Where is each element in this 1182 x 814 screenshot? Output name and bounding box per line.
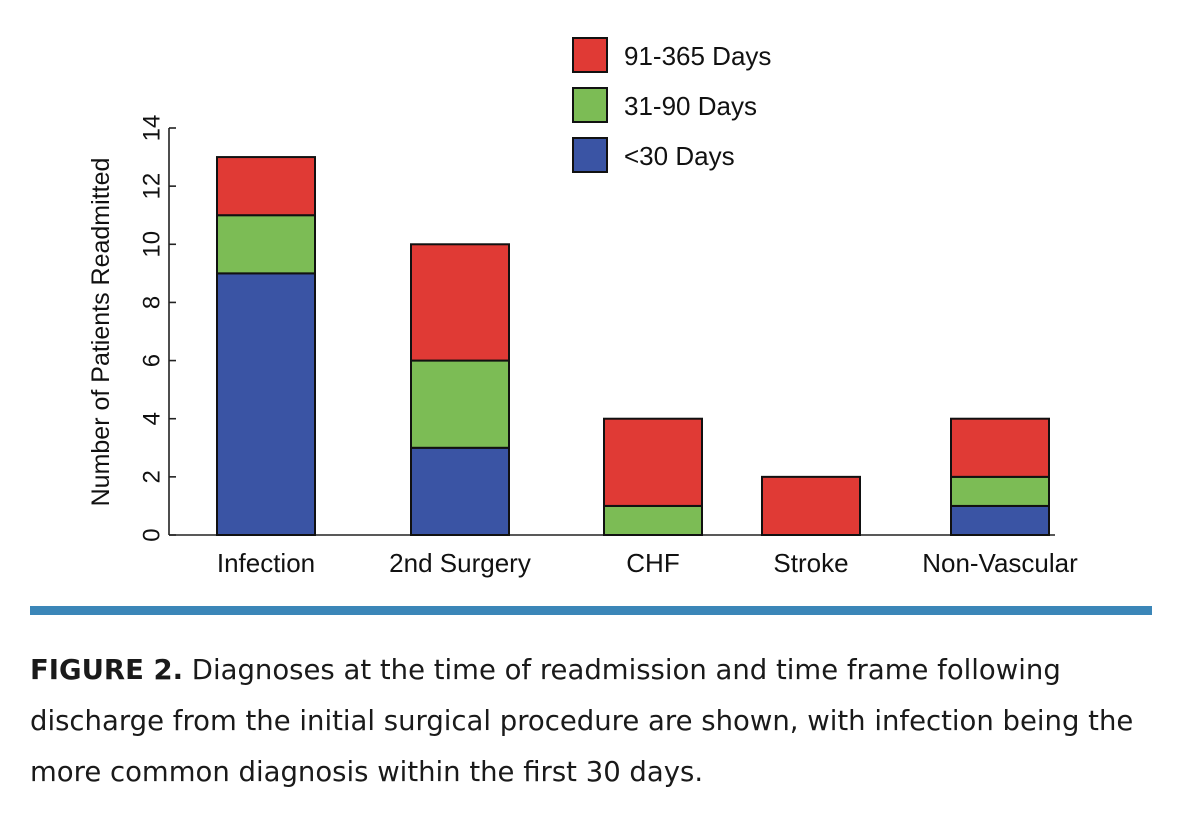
bar-segment-2nd-surgery [410, 446, 510, 536]
x-tick-label: Infection [217, 548, 315, 578]
y-tick-label: 8 [139, 296, 166, 309]
legend-swatch [572, 137, 608, 173]
bar-segment-infection [216, 214, 316, 275]
y-tick-label: 0 [139, 528, 166, 541]
bar-segment-chf [603, 504, 703, 536]
caption-text: Diagnoses at the time of readmission and… [30, 654, 1134, 788]
legend-swatch [572, 37, 608, 73]
bar-segment-stroke [761, 475, 861, 537]
bar-segment-non-vascular [950, 504, 1050, 536]
bar-segment-2nd-surgery [410, 243, 510, 362]
x-tick-label: 2nd Surgery [389, 548, 531, 578]
caption-divider [30, 606, 1152, 615]
bar-segment-2nd-surgery [410, 359, 510, 449]
y-tick-label: 10 [139, 231, 166, 258]
legend-label: 31-90 Days [624, 91, 757, 121]
bar-segment-non-vascular [950, 475, 1050, 507]
legend-swatch [572, 87, 608, 123]
legend-label: 91-365 Days [624, 41, 771, 71]
x-tick-label: CHF [626, 548, 679, 578]
y-tick-label: 4 [139, 412, 166, 425]
y-axis-title: Number of Patients Readmitted [87, 158, 115, 507]
bar-segment-infection [216, 156, 316, 217]
bar-segment-chf [603, 417, 703, 507]
y-tick-label: 14 [139, 115, 166, 142]
figure-chart: 0 2 4 6 8 10 12 14 Number of Patients Readmitted… [87, 37, 1078, 578]
y-tick-label: 12 [139, 173, 166, 200]
figure-caption: FIGURE 2. Diagnoses at the time of readm… [30, 645, 1155, 798]
y-tick-label: 6 [139, 354, 166, 367]
x-tick-label: Non-Vascular [922, 548, 1078, 578]
y-tick-label: 2 [139, 470, 166, 483]
bar-segment-non-vascular [950, 417, 1050, 478]
caption-label: FIGURE 2. [30, 654, 184, 686]
stacked-bar-chart: 0 2 4 6 8 10 12 14 Number of Patients Readmitted… [87, 37, 1078, 578]
bar-segment-infection [216, 272, 316, 536]
legend-label: <30 Days [624, 141, 735, 171]
x-tick-label: Stroke [773, 548, 848, 578]
